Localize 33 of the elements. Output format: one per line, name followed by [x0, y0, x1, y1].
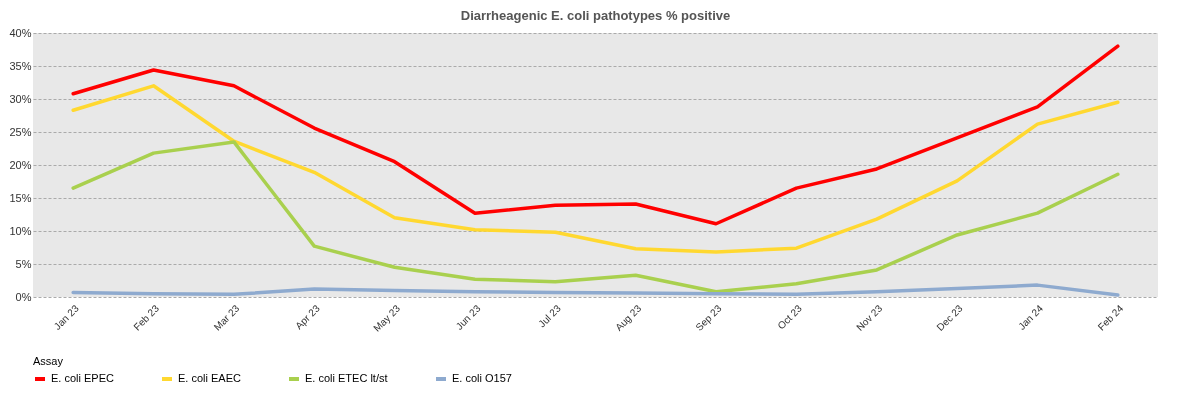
x-tick-label: Feb 23 — [131, 302, 162, 333]
x-tick-label: Dec 23 — [934, 302, 965, 333]
legend-label: E. coli EPEC — [51, 372, 115, 384]
x-tick-label: Aug 23 — [613, 302, 644, 333]
x-tick-label: Nov 23 — [854, 302, 885, 333]
y-tick-label: 15% — [9, 191, 32, 204]
legend-label: E. coli EAEC — [178, 372, 242, 384]
x-tick-label: Apr 23 — [293, 302, 323, 332]
legend-title: Assay — [33, 355, 64, 367]
x-tick-label: May 23 — [371, 302, 403, 334]
x-tick-label: Jan 24 — [1016, 302, 1046, 332]
y-tick-label: 35% — [9, 59, 32, 72]
y-tick-label: 0% — [15, 290, 32, 303]
y-tick-label: 5% — [15, 257, 32, 270]
line-series — [71, 44, 1120, 226]
x-tick-label: Jun 23 — [453, 302, 483, 332]
x-tick-label: Jul 23 — [536, 302, 564, 330]
legend-label: E. coli ETEC lt/st — [305, 372, 388, 384]
x-tick-label: Oct 23 — [775, 302, 805, 332]
y-tick-label: 20% — [9, 158, 32, 171]
x-tick-label: Jan 23 — [51, 302, 82, 332]
x-tick-label: Mar 23 — [211, 302, 242, 333]
y-tick-label: 40% — [9, 26, 32, 39]
legend-label: E. coli O157 — [452, 372, 512, 384]
x-tick-label: Sep 23 — [693, 302, 724, 333]
y-tick-label: 30% — [9, 92, 32, 105]
line-series — [71, 283, 1120, 297]
y-tick-label: 10% — [9, 224, 32, 237]
chart-title: Diarrheagenic E. coli pathotypes % positive — [460, 8, 731, 23]
line-series — [71, 140, 1120, 294]
line-series — [71, 84, 1120, 254]
y-tick-label: 25% — [9, 125, 32, 138]
x-tick-label: Feb 24 — [1095, 302, 1126, 333]
